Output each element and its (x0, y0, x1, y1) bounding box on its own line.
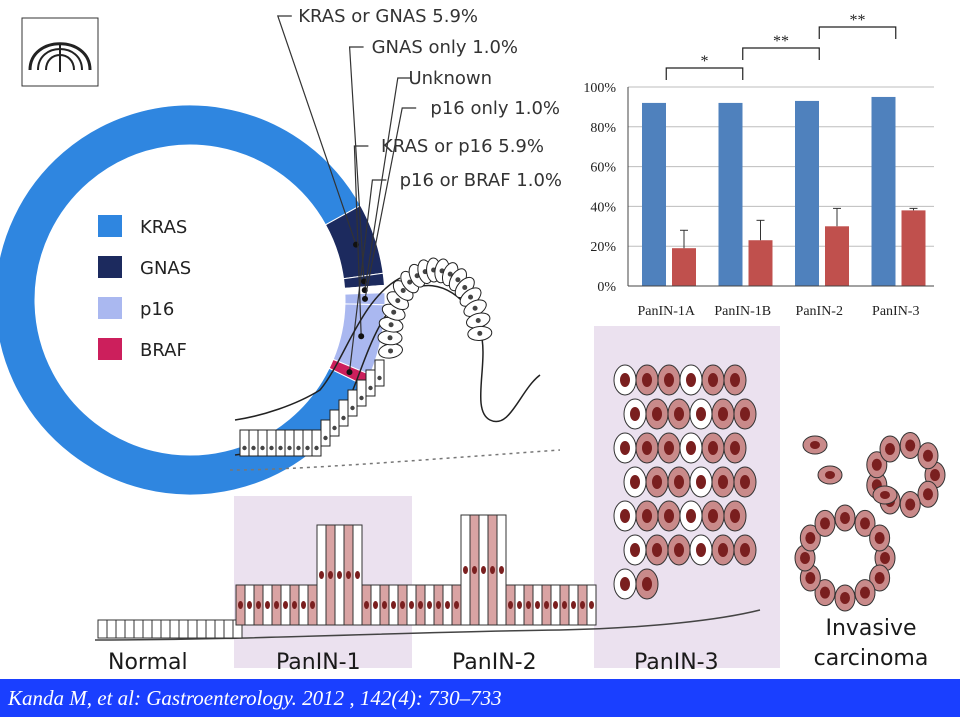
bar-s1-panin-2 (825, 226, 849, 286)
y-tick-label-4: 80% (590, 121, 616, 136)
stage-label-panin2: PanIN-2 (452, 650, 537, 675)
invasive-carcinoma-cells (794, 431, 946, 612)
significance-bracket-2 (818, 26, 897, 39)
y-tick-label-3: 60% (590, 161, 616, 176)
y-tick-label-1: 20% (590, 240, 616, 255)
epithelium-cells-bottom (97, 364, 757, 639)
y-tick-label-0: 0% (597, 280, 616, 295)
stage-label-panin1: PanIN-1 (276, 650, 361, 675)
callout-line-5 (353, 145, 369, 337)
significance-label-2: ** (850, 12, 866, 29)
callout-dot-5 (358, 333, 365, 340)
legend-label-braf: BRAF (140, 340, 187, 361)
callout-line-1 (276, 15, 357, 245)
y-tick-label-5: 100% (583, 81, 616, 96)
legend-label-kras: KRAS (140, 217, 187, 238)
donut-callouts: KRAS or GNAS 5.9% GNAS only 1.0% Unknown p1… (276, 6, 562, 376)
legend-swatch-kras (98, 215, 122, 237)
bar-s0-panin-3 (871, 96, 896, 286)
stage-label-invasive: Invasive carcinoma (786, 614, 956, 674)
y-tick-label-2: 40% (590, 200, 616, 215)
panin-bar-chart: 0% 20% 40% 60% 80% 100% PanIN-1A PanIN-1B PanIN-… (572, 12, 952, 325)
donut-slice-0 (0, 104, 366, 496)
stage-label-normal: Normal (108, 650, 188, 675)
callout-line-3 (364, 77, 412, 291)
callout-label-2: GNAS only 1.0% (372, 37, 518, 58)
bar-s0-panin-2 (795, 100, 819, 287)
bar-s1-panin-3 (901, 210, 926, 286)
callout-label-1: KRAS or GNAS 5.9% (298, 6, 478, 27)
x-tick-label-panin-3: PanIN-3 (872, 304, 919, 319)
invasive-line-1: Invasive (825, 616, 917, 641)
x-tick-label-panin-1b: PanIN-1B (714, 304, 771, 319)
significance-bracket-1 (742, 47, 820, 60)
callout-label-3: Unknown (408, 68, 492, 89)
citation-text: Kanda M, et al: Gastroenterology. 2012 ,… (8, 686, 502, 710)
callout-label-6: p16 or BRAF 1.0% (400, 170, 562, 191)
significance-label-1: ** (773, 33, 789, 50)
basement-membrane (94, 609, 761, 641)
bar-s1-panin-1a (672, 248, 696, 286)
legend-label-gnas: GNAS (140, 258, 191, 279)
bar-s0-panin-1b (718, 102, 743, 286)
legend-swatch-braf (98, 338, 122, 360)
significance-bracket-0 (665, 67, 744, 80)
callout-dot-4 (361, 295, 368, 302)
legend-swatch-p16 (98, 297, 122, 319)
donut-legend: KRAS GNAS p16 BRAF (98, 215, 191, 361)
callout-label-4: p16 only 1.0% (430, 98, 560, 119)
stage-label-panin3: PanIN-3 (634, 650, 719, 675)
legend-swatch-gnas (98, 256, 122, 278)
logo-emblem (21, 17, 99, 87)
epithelium-cells-top (239, 257, 493, 457)
legend-label-p16: p16 (140, 299, 174, 320)
bar-s0-panin-1a (642, 102, 666, 286)
significance-label-0: * (701, 53, 709, 70)
callout-line-6 (348, 179, 387, 373)
callout-line-4 (364, 107, 417, 299)
callout-line-2 (348, 46, 365, 282)
x-tick-label-panin-2: PanIN-2 (796, 304, 843, 319)
bar-s1-panin-1b (748, 240, 773, 286)
invasive-line-2: carcinoma (813, 646, 929, 671)
callout-label-5: KRAS or p16 5.9% (381, 136, 544, 157)
x-tick-label-panin-1a: PanIN-1A (637, 304, 695, 319)
callout-dot-6 (346, 369, 353, 376)
citation-bar: Kanda M, et al: Gastroenterology. 2012 ,… (0, 679, 960, 717)
panin-progression-illustration (94, 257, 946, 668)
